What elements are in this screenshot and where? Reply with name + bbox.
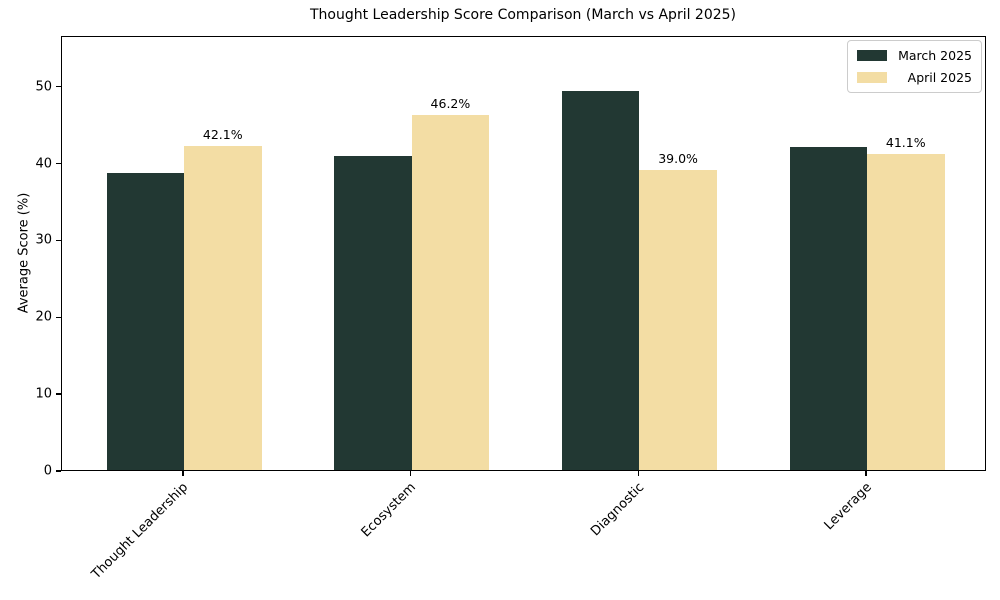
legend-item-march: March 2025 xyxy=(857,48,972,63)
y-tick-mark xyxy=(56,470,61,472)
y-tick-label: 20 xyxy=(35,309,52,325)
legend-label-april: April 2025 xyxy=(907,70,972,85)
legend: March 2025 April 2025 xyxy=(847,40,982,93)
y-tick-mark xyxy=(56,316,61,318)
bar-value-label: 42.1% xyxy=(202,127,243,143)
bar-value-label: 39.0% xyxy=(658,151,698,167)
y-tick-label: 40 xyxy=(35,156,52,172)
y-tick-label: 30 xyxy=(35,232,52,248)
bar-value-label: 41.1% xyxy=(885,135,926,151)
bar-april-2025-thought-leadership xyxy=(184,146,262,470)
x-tick-mark xyxy=(865,471,867,476)
bar-march-2025-ecosystem xyxy=(334,156,412,470)
x-tick-mark xyxy=(182,471,184,476)
bar-april-2025-leverage xyxy=(867,154,945,470)
y-axis-title: Average Score (%) xyxy=(16,192,32,314)
bar-value-label: 46.2% xyxy=(430,95,471,111)
chart-title: Thought Leadership Score Comparison (Mar… xyxy=(309,7,737,23)
x-tick-label-thought-leadership: Thought Leadership xyxy=(89,480,192,583)
april-2025-swatch-icon xyxy=(857,72,887,83)
x-tick-mark xyxy=(637,471,639,476)
y-tick-mark xyxy=(56,239,61,242)
legend-item-april: April 2025 xyxy=(857,70,972,85)
x-tick-label-diagnostic: Diagnostic xyxy=(587,480,647,540)
march-2025-swatch-icon xyxy=(857,50,887,61)
bar-april-2025-diagnostic xyxy=(639,170,717,470)
x-tick-label-ecosystem: Ecosystem xyxy=(358,480,420,541)
y-tick-mark xyxy=(56,162,61,165)
bar-march-2025-thought-leadership xyxy=(106,172,184,470)
x-tick-mark xyxy=(410,471,412,476)
bars-layer: 42.1% 46.2% 39.0% 41.1% xyxy=(62,37,985,470)
y-tick-mark xyxy=(56,393,61,395)
bar-march-2025-leverage xyxy=(789,147,867,470)
legend-label-march: March 2025 xyxy=(898,48,972,63)
y-tick-label: 50 xyxy=(35,79,52,95)
bar-april-2025-ecosystem xyxy=(411,114,490,470)
y-tick-mark xyxy=(56,86,61,88)
plot-area: 42.1% 46.2% 39.0% 41.1% xyxy=(61,36,986,471)
x-tick-label-leverage: Leverage xyxy=(821,480,875,534)
y-tick-label: 0 xyxy=(43,463,52,479)
y-tick-label: 10 xyxy=(35,386,52,402)
bar-march-2025-diagnostic xyxy=(561,91,640,470)
